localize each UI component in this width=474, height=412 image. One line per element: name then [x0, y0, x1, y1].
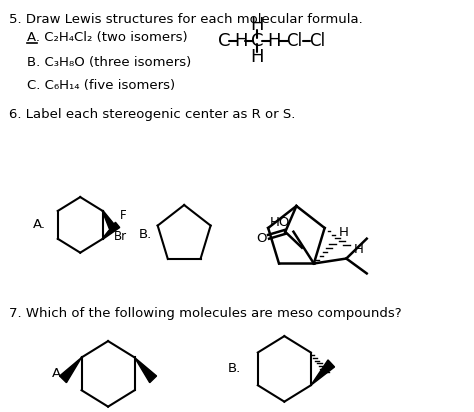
Text: Cl: Cl — [309, 32, 325, 50]
Text: B.: B. — [138, 228, 152, 241]
Text: C: C — [251, 32, 264, 50]
Text: H: H — [339, 226, 349, 239]
Text: C. C₆H₁₄ (five isomers): C. C₆H₁₄ (five isomers) — [27, 79, 175, 92]
Text: 6. Label each stereogenic center as R or S.: 6. Label each stereogenic center as R or… — [9, 108, 295, 121]
Text: A. C₂H₄Cl₂ (two isomers): A. C₂H₄Cl₂ (two isomers) — [27, 31, 188, 44]
Text: O: O — [256, 232, 266, 245]
Text: Cl: Cl — [286, 32, 302, 50]
Text: A.: A. — [52, 368, 64, 380]
Text: H: H — [251, 16, 264, 34]
Polygon shape — [102, 211, 115, 229]
Text: HO: HO — [269, 216, 290, 229]
Text: Br: Br — [114, 230, 127, 243]
Text: B. C₃H₈O (three isomers): B. C₃H₈O (three isomers) — [27, 56, 191, 69]
Text: C: C — [218, 32, 230, 50]
Polygon shape — [135, 358, 156, 383]
Text: H: H — [234, 32, 247, 50]
Text: 5. Draw Lewis structures for each molecular formula.: 5. Draw Lewis structures for each molecu… — [9, 13, 363, 26]
Text: B.: B. — [228, 363, 241, 375]
Text: 7. Which of the following molecules are meso compounds?: 7. Which of the following molecules are … — [9, 307, 401, 320]
Text: A.: A. — [33, 218, 46, 232]
Polygon shape — [311, 360, 335, 385]
Polygon shape — [102, 222, 120, 239]
Text: H: H — [354, 243, 363, 256]
Text: F: F — [119, 209, 126, 222]
Polygon shape — [60, 358, 82, 383]
Text: H: H — [251, 48, 264, 66]
Text: H: H — [267, 32, 281, 50]
